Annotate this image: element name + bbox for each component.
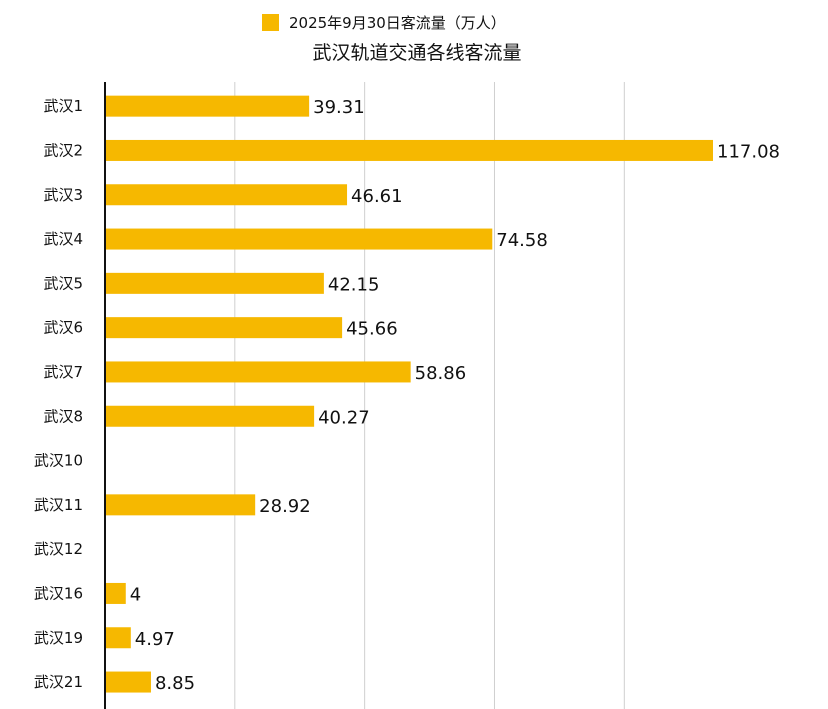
category-label: 武汉1 — [43, 97, 83, 115]
data-label: 4 — [130, 584, 141, 605]
data-label: 28.92 — [259, 496, 311, 517]
bar — [105, 627, 131, 649]
legend: 2025年9月30日客流量（万人） — [262, 12, 506, 33]
category-label: 武汉19 — [34, 629, 83, 647]
data-label: 46.61 — [351, 186, 403, 207]
category-label: 武汉12 — [34, 540, 83, 558]
category-label: 武汉6 — [43, 319, 83, 337]
data-label: 40.27 — [318, 407, 370, 428]
data-label: 39.31 — [313, 97, 365, 118]
category-label: 武汉8 — [43, 407, 83, 425]
legend-label: 2025年9月30日客流量（万人） — [289, 14, 506, 32]
bar — [105, 317, 343, 339]
bar — [105, 361, 411, 383]
legend-swatch — [262, 14, 279, 31]
bar — [105, 671, 151, 693]
category-label: 武汉7 — [43, 363, 83, 381]
category-label: 武汉2 — [43, 141, 83, 159]
category-label: 武汉10 — [34, 452, 83, 470]
chart-title: 武汉轨道交通各线客流量 — [0, 38, 828, 65]
bar — [105, 139, 713, 161]
chart-title-text: 武汉轨道交通各线客流量 — [312, 42, 522, 64]
bar — [105, 228, 493, 250]
data-label: 4.97 — [135, 629, 175, 650]
data-label: 58.86 — [415, 363, 467, 384]
category-label: 武汉4 — [43, 230, 83, 248]
data-label: 45.66 — [346, 319, 398, 340]
category-label: 武汉21 — [34, 673, 83, 691]
data-label: 8.85 — [155, 673, 195, 694]
data-label: 42.15 — [328, 274, 380, 295]
bar — [105, 95, 310, 117]
data-label: 117.08 — [717, 141, 780, 162]
bar — [105, 494, 256, 516]
bar — [105, 184, 348, 206]
category-label: 武汉11 — [34, 496, 83, 514]
category-label: 武汉16 — [34, 584, 83, 602]
category-label: 武汉3 — [43, 186, 83, 204]
bar — [105, 582, 126, 604]
bar — [105, 405, 315, 427]
data-label: 74.58 — [496, 230, 548, 251]
category-label: 武汉5 — [43, 274, 83, 292]
bar — [105, 272, 324, 294]
